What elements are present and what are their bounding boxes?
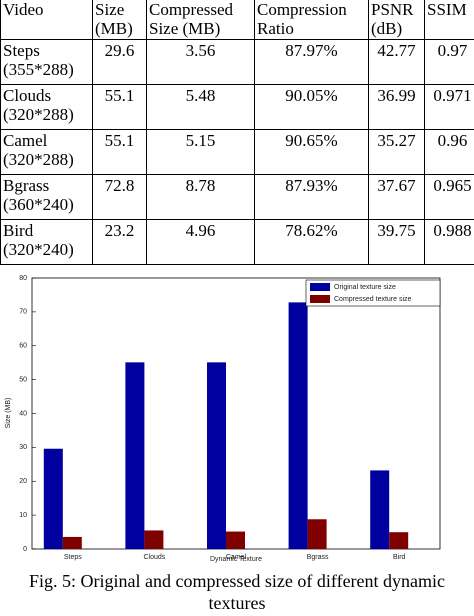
cell: 0.965 xyxy=(424,174,474,220)
cell: Bird (320*240) xyxy=(0,219,93,265)
chart: Size (MB) Dynamic Texture 0 10 20 30 40 50 60 7… xyxy=(5,275,441,563)
cell: 78.62% xyxy=(254,219,369,265)
cell: 0.96 xyxy=(424,129,474,175)
bar xyxy=(307,519,327,549)
header-cell: Size (MB) xyxy=(92,0,147,40)
header-cell: SSIM xyxy=(424,0,474,40)
bar xyxy=(144,530,164,549)
cell: 87.97% xyxy=(254,39,369,85)
bar xyxy=(389,532,409,549)
figure-caption: Fig. 5: Original and compressed size of … xyxy=(28,571,446,613)
y-tick-label: 80 xyxy=(19,275,27,282)
bar xyxy=(62,536,82,549)
cell: 72.8 xyxy=(92,174,147,220)
header-cell: Video xyxy=(0,0,93,40)
cell: 36.99 xyxy=(368,84,425,130)
y-tick-label: 40 xyxy=(19,410,27,417)
y-tick-label: 60 xyxy=(19,343,27,350)
header-cell: Compressed Size (MB) xyxy=(146,0,255,40)
data-row: Steps (355*288) 29.6 3.56 87.97% 42.77 0.97 xyxy=(0,39,474,85)
cell: 5.48 xyxy=(146,84,255,130)
header-cell: PSNR (dB) xyxy=(368,0,425,40)
cell: 55.1 xyxy=(92,84,147,130)
cell: 55.1 xyxy=(92,129,147,175)
bar xyxy=(370,470,390,549)
cell: 0.97 xyxy=(424,39,474,85)
bar xyxy=(125,362,145,549)
x-tick-label: Clouds xyxy=(144,554,166,561)
data-row: Camel (320*288) 55.1 5.15 90.65% 35.27 0.96 xyxy=(0,129,474,175)
cell: 5.15 xyxy=(146,129,255,175)
y-tick-label: 20 xyxy=(19,478,27,485)
data-row: Clouds (320*288) 55.1 5.48 90.05% 36.99 0.971 xyxy=(0,84,474,130)
cell: 90.05% xyxy=(254,84,369,130)
cell: 8.78 xyxy=(146,174,255,220)
legend-swatch xyxy=(310,283,330,291)
cell: 42.77 xyxy=(368,39,425,85)
cell: 87.93% xyxy=(254,174,369,220)
y-axis-label: Size (MB) xyxy=(5,398,12,429)
bar xyxy=(288,302,308,549)
cell: 3.56 xyxy=(146,39,255,85)
legend-swatch xyxy=(310,295,330,303)
cell: 23.2 xyxy=(92,219,147,265)
cell: Bgrass (360*240) xyxy=(0,174,93,220)
cell: 29.6 xyxy=(92,39,147,85)
bar xyxy=(207,362,226,549)
cell: 35.27 xyxy=(368,129,425,175)
cell: 0.988 xyxy=(424,219,474,265)
header-row: Video Size (MB) Compressed Size (MB) Compre… xyxy=(0,0,474,40)
cell: Clouds (320*288) xyxy=(0,84,93,130)
x-axis-label: Dynamic Texture xyxy=(210,556,262,563)
y-tick-label: 50 xyxy=(19,376,27,383)
x-tick-label: Bgrass xyxy=(307,554,329,561)
cell: Camel (320*288) xyxy=(0,129,93,175)
data-row: Bgrass (360*240) 72.8 8.78 87.93% 37.67 0.965 xyxy=(0,174,474,220)
cell: 0.971 xyxy=(424,84,474,130)
y-tick-label: 0 xyxy=(23,546,27,553)
bar xyxy=(43,448,63,549)
x-tick-label: Bird xyxy=(393,554,406,561)
cell: 37.67 xyxy=(368,174,425,220)
cell: 4.96 xyxy=(146,219,255,265)
cell: 39.75 xyxy=(368,219,425,265)
cell: Steps (355*288) xyxy=(0,39,93,85)
bar xyxy=(226,531,245,549)
header-cell: Compression Ratio xyxy=(254,0,369,40)
results-table: Video Size (MB) Compressed Size (MB) Compre… xyxy=(0,0,474,265)
legend-label: Compressed texture size xyxy=(334,296,412,303)
data-row: Bird (320*240) 23.2 4.96 78.62% 39.75 0.988 xyxy=(0,219,474,265)
y-tick-label: 30 xyxy=(19,444,27,451)
x-tick-label: Camel xyxy=(226,554,247,561)
y-tick-label: 70 xyxy=(19,309,27,316)
cell: 90.65% xyxy=(254,129,369,175)
y-tick-label: 10 xyxy=(19,512,27,519)
legend-label: Original texture size xyxy=(334,284,396,291)
x-tick-label: Steps xyxy=(64,554,82,561)
